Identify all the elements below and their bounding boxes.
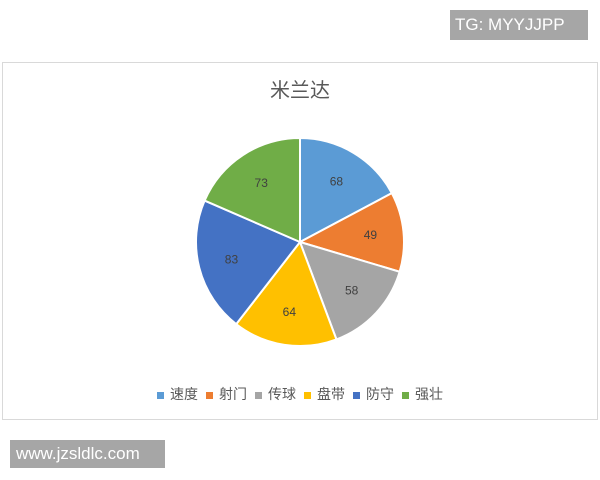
data-label: 64 — [283, 305, 297, 319]
data-label: 83 — [225, 253, 239, 267]
data-label: 73 — [255, 176, 269, 190]
legend-label: 速度 — [170, 387, 198, 403]
website-watermark: www.jzsldlc.com — [10, 440, 165, 468]
legend-swatch — [402, 391, 409, 399]
data-label: 58 — [345, 283, 359, 297]
pie-slice-4 — [234, 239, 338, 347]
legend-item: 盘带 — [304, 384, 345, 404]
legend-swatch — [157, 391, 164, 399]
legend-swatch — [206, 391, 213, 399]
data-label: 49 — [364, 228, 378, 242]
telegram-watermark: TG: MYYJJPP — [450, 10, 588, 40]
pie-slice-6 — [203, 136, 301, 244]
legend-swatch — [353, 391, 360, 399]
legend-label: 射门 — [219, 387, 247, 403]
legend: 速度 射门 传球 盘带 防守 强壮 — [0, 384, 600, 404]
legend-item: 射门 — [206, 384, 247, 404]
legend-label: 盘带 — [317, 387, 345, 403]
pie-slice-1 — [299, 136, 394, 244]
legend-label: 强壮 — [415, 387, 443, 403]
legend-swatch — [255, 391, 262, 399]
legend-item: 速度 — [157, 384, 198, 404]
pie-slice-2 — [297, 191, 405, 274]
pie-slice-3 — [298, 240, 401, 341]
legend-item: 防守 — [353, 384, 394, 404]
legend-swatch — [304, 391, 311, 399]
legend-label: 传球 — [268, 387, 296, 403]
data-label: 68 — [330, 174, 344, 188]
legend-item: 强壮 — [402, 384, 443, 404]
legend-label: 防守 — [366, 387, 394, 403]
legend-item: 传球 — [255, 384, 296, 404]
chart-title: 米兰达 — [270, 78, 330, 102]
